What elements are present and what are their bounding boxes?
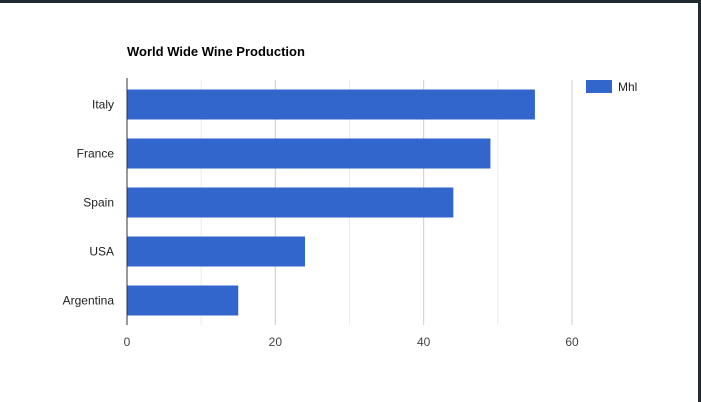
category-label: USA [89, 245, 114, 259]
bar-argentina[interactable] [127, 285, 239, 316]
bar-spain[interactable] [127, 187, 454, 218]
bar-usa[interactable] [127, 236, 305, 267]
legend-label: Mhl [618, 80, 637, 94]
bar-layer [127, 89, 535, 316]
x-tick-label: 0 [124, 335, 131, 349]
window-top-border [0, 0, 701, 3]
category-label: Italy [92, 98, 114, 112]
bar-france[interactable] [127, 138, 491, 169]
x-tick-label: 20 [269, 335, 283, 349]
chart-title: World Wide Wine Production [127, 44, 305, 59]
legend-swatch [586, 80, 612, 93]
x-tick-label: 60 [565, 335, 579, 349]
category-label: France [77, 147, 115, 161]
category-label: Spain [83, 196, 114, 210]
legend: Mhl [586, 80, 637, 94]
label-layer: Italy France Spain USA Argentina 0 20 40 60 [63, 98, 579, 350]
bar-italy[interactable] [127, 89, 535, 120]
category-label: Argentina [63, 294, 115, 308]
x-tick-label: 40 [417, 335, 431, 349]
window-right-border [698, 0, 701, 402]
